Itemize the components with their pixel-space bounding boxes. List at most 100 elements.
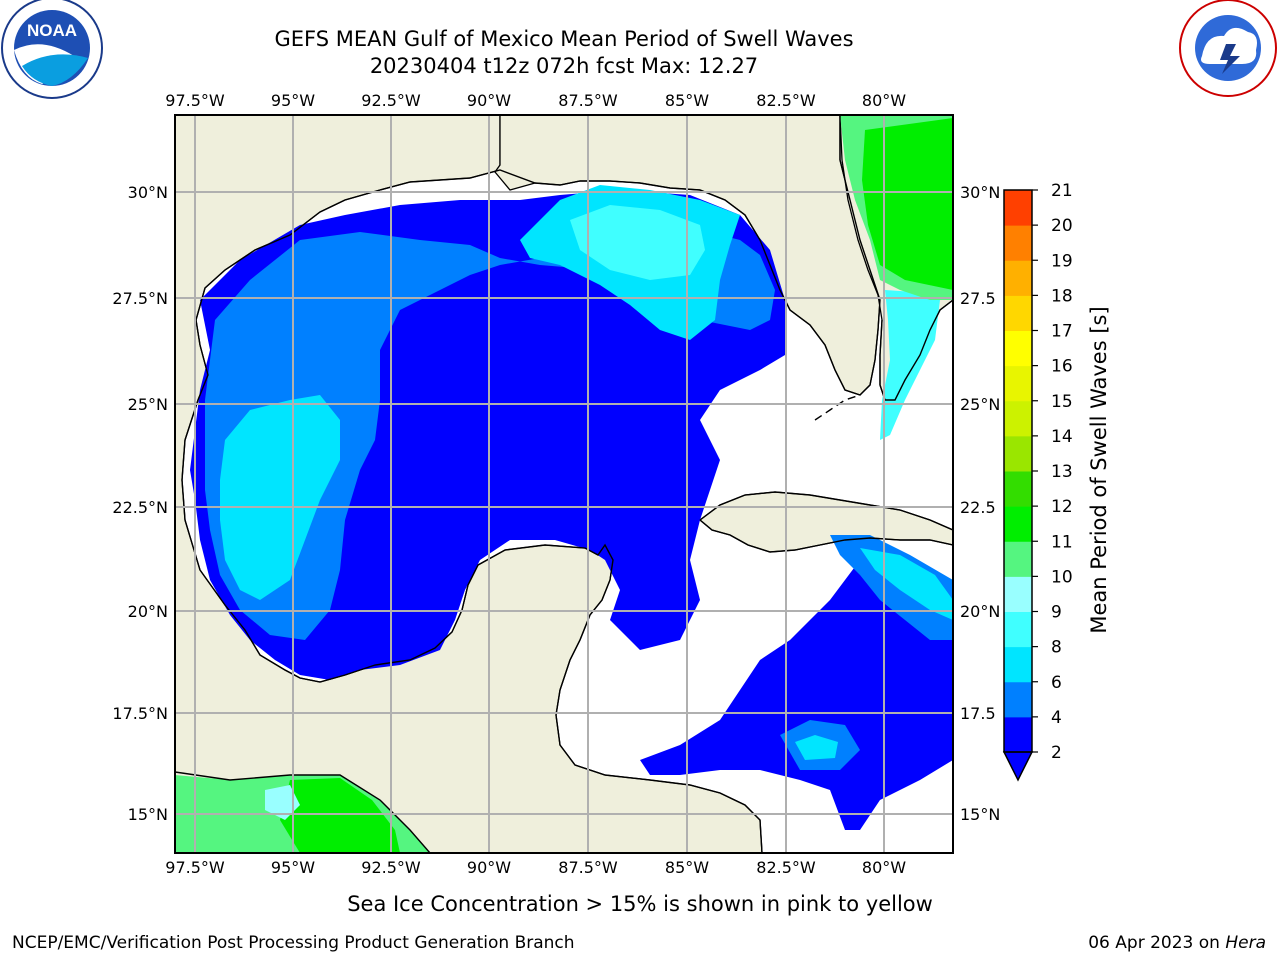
colorbar: 2 4 6 8 9 10 11 12 13 14 15 16 17 18 19 20 21: [1002, 181, 1073, 782]
lat-ticks-right: 30°N 27.5 25°N 22.5 20°N 17.5 15°N: [960, 183, 1000, 824]
lat-tick-left: 15°N: [128, 805, 168, 824]
lon-tick-top: 92.5°W: [361, 91, 421, 110]
colorbar-tick-label: 12: [1051, 497, 1073, 517]
chart-title: GEFS MEAN Gulf of Mexico Mean Period of …: [274, 27, 854, 51]
colorbar-segment: [1004, 471, 1032, 507]
coastline-pacific: [175, 771, 431, 853]
chart-subtitle: 20230404 t12z 072h fcst Max: 12.27: [369, 54, 759, 78]
colorbar-tick-label: 17: [1051, 322, 1073, 342]
lat-tick-left: 30°N: [128, 183, 168, 202]
lat-tick-right: 17.5: [960, 704, 996, 723]
noaa-logo-text: NOAA: [27, 21, 77, 40]
graticule: [175, 115, 953, 853]
noaa-wave-icon: [22, 54, 88, 86]
lat-tick-right: 22.5: [960, 498, 996, 517]
lon-tick-top: 80°W: [862, 91, 906, 110]
noaa-logo: NOAA: [1, 0, 103, 99]
colorbar-segment: [1004, 225, 1032, 261]
colorbar-tick-label: 4: [1051, 708, 1062, 728]
colorbar-segment: [1004, 681, 1032, 718]
lat-tick-left: 20°N: [128, 602, 168, 621]
colorbar-tick-label: 11: [1051, 532, 1073, 552]
colorbar-tick-label: 16: [1051, 357, 1073, 377]
lon-tick-top: 85°W: [665, 91, 709, 110]
colorbar-tick-label: 20: [1051, 216, 1073, 236]
colorbar-segment: [1004, 260, 1032, 296]
contour-6-8s-florida-keys: [880, 290, 940, 440]
colorbar-segment: [1004, 190, 1032, 226]
lon-tick-bottom: 82.5°W: [756, 858, 816, 877]
coastline-cuba: [699, 491, 953, 553]
coastlines: [175, 115, 953, 853]
contour-6-8s-carib-south: [795, 735, 838, 760]
producer-credit: NCEP/EMC/Verification Post Processing Pr…: [12, 933, 575, 953]
lat-tick-right: 25°N: [960, 395, 1000, 414]
lat-tick-left: 27.5°N: [112, 289, 168, 308]
nws-logo: [1179, 0, 1277, 97]
colorbar-tick-label: 19: [1051, 251, 1073, 271]
colorbar-tick-label: 10: [1051, 567, 1073, 587]
lon-tick-bottom: 85°W: [665, 858, 709, 877]
colorbar-tick-label: 18: [1051, 286, 1073, 306]
lon-tick-top: 95°W: [271, 91, 315, 110]
contour-2-4s-caribbean: [640, 560, 953, 830]
lon-tick-bottom: 87.5°W: [558, 858, 618, 877]
colorbar-segment: [1004, 365, 1032, 402]
lat-tick-left: 25°N: [128, 395, 168, 414]
lon-ticks-bottom: 97.5°W 95°W 92.5°W 90°W 87.5°W 85°W 82.5…: [165, 858, 906, 877]
lat-ticks-left: 30°N 27.5°N 25°N 22.5°N 20°N 17.5°N 15°N: [112, 183, 168, 824]
coastline-florida-east: [879, 299, 953, 401]
colorbar-tick-label: 2: [1051, 743, 1062, 763]
colorbar-tick-label: 14: [1051, 427, 1073, 447]
colorbar-segment: [1004, 716, 1032, 753]
lon-tick-bottom: 92.5°W: [361, 858, 421, 877]
lon-tick-bottom: 97.5°W: [165, 858, 225, 877]
contour-4-6s: [205, 222, 775, 640]
lon-tick-bottom: 80°W: [862, 858, 906, 877]
contour-4-6s-caribbean: [830, 535, 953, 640]
run-date-text: 06 Apr 2023 on: [1088, 933, 1226, 953]
run-date: 06 Apr 2023 on Hera: [1088, 933, 1266, 953]
lat-tick-right: 27.5: [960, 289, 996, 308]
contour-8-9s: [570, 205, 705, 280]
colorbar-segment: [1004, 541, 1032, 577]
lat-tick-right: 20°N: [960, 602, 1000, 621]
contour-10-11s-pacific: [280, 778, 400, 853]
colorbar-label: Mean Period of Swell Waves [s]: [1087, 306, 1111, 633]
nws-lightning-icon: [1220, 44, 1240, 74]
colorbar-segment: [1004, 506, 1032, 542]
colorbar-tick-label: 8: [1051, 638, 1062, 658]
colorbar-tick-label: 13: [1051, 462, 1073, 482]
colorbar-segment: [1004, 330, 1032, 367]
swell-period-field: [175, 115, 953, 853]
lon-tick-bottom: 90°W: [467, 858, 511, 877]
lon-tick-bottom: 95°W: [271, 858, 315, 877]
colorbar-segment: [1004, 295, 1032, 331]
map-area: [175, 115, 953, 853]
contour-8-9s-pacific: [265, 785, 300, 820]
colorbar-tick-label: 9: [1051, 603, 1062, 623]
colorbar-segment: [1004, 400, 1032, 437]
lat-tick-right: 15°N: [960, 805, 1000, 824]
lon-tick-top: 97.5°W: [165, 91, 225, 110]
colorbar-segment: [1004, 646, 1032, 683]
contour-6-8s: [220, 395, 340, 600]
machine-name: Hera: [1225, 933, 1266, 953]
colorbar-segment: [1004, 611, 1032, 648]
colorbar-extend-min: [1002, 751, 1034, 782]
lat-tick-left: 22.5°N: [112, 498, 168, 517]
colorbar-segment: [1004, 576, 1032, 612]
colorbar-tick-label: 21: [1051, 181, 1073, 201]
lon-tick-top: 87.5°W: [558, 91, 618, 110]
coastline-gulf: [195, 115, 881, 396]
lon-ticks-top: 97.5°W 95°W 92.5°W 90°W 87.5°W 85°W 82.5…: [165, 91, 906, 110]
colorbar-tick-label: 6: [1051, 673, 1062, 693]
lat-tick-left: 17.5°N: [112, 704, 168, 723]
lon-tick-top: 90°W: [467, 91, 511, 110]
colorbar-tick-label: 15: [1051, 392, 1073, 412]
map-frame: [174, 114, 954, 854]
lat-tick-right: 30°N: [960, 183, 1000, 202]
colorbar-segment: [1004, 435, 1032, 472]
lon-tick-top: 82.5°W: [756, 91, 816, 110]
